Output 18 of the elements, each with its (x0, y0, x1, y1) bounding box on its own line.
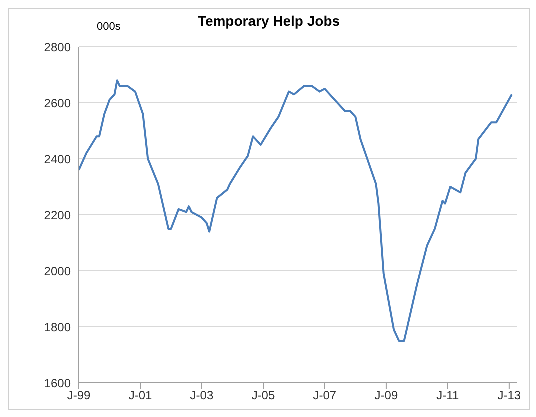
y-tick-label: 2800 (44, 40, 72, 54)
y-tick-label: 1600 (44, 376, 72, 390)
chart-title: Temporary Help Jobs (198, 13, 340, 29)
y-tick-label: 2400 (44, 152, 72, 166)
x-tick-label: J-99 (67, 388, 91, 403)
x-tick-label: J-05 (252, 388, 276, 403)
y-tick-label: 1800 (44, 320, 72, 334)
y-axis-title: 000s (97, 21, 121, 33)
line-series (79, 80, 514, 342)
x-tick-label: J-07 (313, 388, 337, 403)
x-tick-label: J-03 (190, 388, 214, 403)
y-tick-label: 2200 (44, 208, 72, 222)
x-tick-label: J-01 (128, 388, 153, 403)
y-tick-label: 2000 (44, 264, 72, 278)
x-tick-label: J-11 (436, 388, 460, 403)
x-tick-label: J-13 (498, 388, 522, 403)
y-tick-label: 2600 (44, 96, 72, 110)
x-tick-label: J-09 (374, 388, 398, 403)
